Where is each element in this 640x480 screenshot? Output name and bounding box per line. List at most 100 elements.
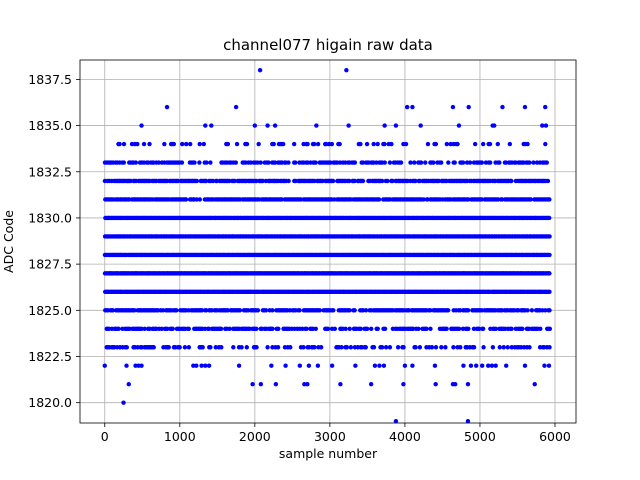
- data-point: [353, 363, 358, 368]
- data-point: [543, 308, 548, 313]
- data-point: [487, 141, 493, 147]
- y-tick-label: 1822.5: [28, 349, 72, 364]
- data-point: [201, 141, 206, 147]
- data-point: [346, 123, 351, 128]
- data-point: [410, 104, 415, 110]
- data-point: [244, 345, 249, 350]
- data-point: [179, 160, 185, 165]
- data-point: [445, 308, 451, 313]
- data-point: [297, 363, 303, 368]
- data-point: [132, 308, 137, 313]
- data-point: [532, 382, 537, 387]
- data-point: [466, 104, 471, 110]
- data-point: [265, 345, 270, 350]
- data-point: [486, 363, 491, 368]
- data-point: [466, 326, 471, 331]
- y-axis-label: ADC Code: [1, 210, 16, 273]
- data-point: [239, 345, 244, 350]
- data-point: [234, 141, 240, 147]
- x-tick-label: 0: [101, 429, 109, 444]
- data-point: [270, 345, 275, 350]
- data-point: [371, 345, 377, 350]
- data-point: [192, 160, 197, 165]
- y-tick-label: 1827.5: [28, 257, 72, 272]
- data-point: [413, 178, 418, 184]
- data-point: [141, 141, 147, 147]
- data-point: [257, 67, 263, 73]
- data-point: [271, 141, 276, 147]
- data-point: [227, 326, 232, 331]
- data-point: [387, 160, 393, 165]
- x-tick-label: 3000: [314, 429, 346, 444]
- data-point: [412, 160, 417, 165]
- data-point: [133, 160, 139, 165]
- data-point: [304, 326, 309, 331]
- data-point: [379, 345, 385, 350]
- data-point: [428, 308, 433, 313]
- data-point: [468, 363, 474, 368]
- data-point: [452, 382, 458, 387]
- data-point: [460, 160, 466, 165]
- data-point: [330, 178, 336, 184]
- data-point: [124, 345, 130, 350]
- data-point: [476, 326, 482, 331]
- data-point: [199, 308, 205, 313]
- data-point: [188, 141, 193, 147]
- data-point: [344, 345, 350, 350]
- data-point: [225, 308, 230, 313]
- data-point: [265, 123, 270, 128]
- data-point: [363, 345, 368, 350]
- data-point: [352, 308, 357, 313]
- data-point: [381, 363, 387, 368]
- data-point: [443, 345, 448, 350]
- x-tick-label: 6000: [539, 429, 571, 444]
- data-point: [377, 363, 382, 368]
- data-point: [489, 363, 495, 368]
- data-point: [343, 326, 348, 331]
- data-points: [102, 67, 553, 424]
- data-point: [382, 326, 388, 331]
- data-point: [503, 160, 509, 165]
- data-point: [375, 141, 380, 147]
- data-point: [305, 382, 310, 387]
- data-point: [358, 326, 363, 331]
- data-point: [204, 308, 209, 313]
- data-point: [164, 104, 170, 110]
- data-point: [540, 123, 545, 128]
- data-point: [255, 160, 260, 165]
- data-point: [364, 326, 370, 331]
- data-point: [492, 123, 497, 128]
- data-point: [527, 345, 532, 350]
- data-point: [402, 363, 408, 368]
- data-point: [505, 345, 510, 350]
- data-point: [186, 326, 191, 331]
- data-point: [383, 345, 389, 350]
- data-point: [206, 326, 212, 331]
- data-point: [368, 382, 374, 387]
- data-point: [471, 345, 477, 350]
- data-point: [174, 308, 179, 313]
- data-point: [428, 326, 433, 331]
- data-point: [439, 345, 444, 350]
- data-point: [413, 345, 418, 350]
- data-point: [544, 160, 549, 165]
- data-point: [403, 141, 409, 147]
- data-point: [121, 160, 127, 165]
- data-point: [288, 345, 293, 350]
- data-point: [231, 345, 236, 350]
- data-point: [194, 363, 199, 368]
- data-point: [404, 104, 410, 110]
- data-point: [170, 326, 175, 331]
- data-point: [410, 363, 415, 368]
- y-tick-label: 1830.0: [28, 210, 72, 225]
- data-point: [347, 178, 352, 184]
- data-point: [233, 160, 238, 165]
- data-point: [194, 197, 199, 202]
- data-point: [393, 418, 399, 424]
- data-point: [546, 215, 552, 221]
- data-point: [509, 178, 514, 184]
- data-point: [250, 382, 255, 387]
- data-point: [270, 308, 275, 313]
